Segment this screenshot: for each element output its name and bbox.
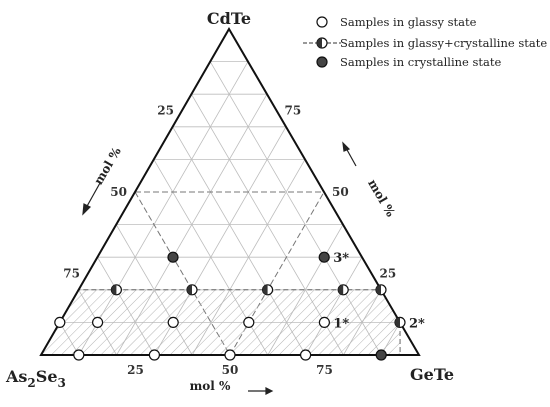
legend-mixed-marker bbox=[316, 37, 328, 49]
vertex-label-cdte: CdTe bbox=[207, 9, 251, 28]
sample-point-crystalline bbox=[167, 251, 179, 263]
sample-point-glassy bbox=[318, 316, 330, 328]
sample-point-glassy bbox=[73, 349, 85, 361]
sample-point-mixed bbox=[375, 284, 387, 296]
vertex-label-gete: GeTe bbox=[410, 365, 454, 384]
sample-point-crystalline bbox=[375, 349, 387, 361]
tick-labels: 25 50 75 75 50 25 25 50 75 bbox=[63, 104, 396, 378]
sample-point-mixed bbox=[110, 284, 123, 296]
legend-crystalline-label: Samples in crystalline state bbox=[340, 55, 501, 69]
sample-point-mixed bbox=[394, 316, 406, 328]
sample-point-glassy bbox=[54, 316, 66, 328]
arrow-bottom-axis bbox=[248, 387, 274, 395]
sample-point-glassy bbox=[224, 349, 236, 361]
sample-point-mixed bbox=[262, 284, 274, 296]
legend-glassy-label: Samples in glassy state bbox=[340, 15, 477, 29]
sample-point-crystalline bbox=[318, 251, 330, 263]
tick-label-bottom: 50 bbox=[222, 363, 239, 377]
sample-point-glassy bbox=[243, 316, 255, 328]
tick-label-left: 50 bbox=[110, 185, 127, 199]
sample-label: 1* bbox=[333, 316, 349, 331]
sample-labels: 1* 2* 3* bbox=[333, 251, 425, 331]
sample-point-glassy bbox=[148, 349, 160, 361]
sample-point-mixed bbox=[337, 284, 349, 296]
arrow-right-axis bbox=[342, 141, 357, 167]
legend-glassy-marker bbox=[316, 16, 328, 28]
tick-label-bottom: 25 bbox=[127, 363, 144, 377]
axis-label-left: mol % bbox=[91, 144, 124, 187]
sample-point-glassy bbox=[91, 316, 104, 328]
tick-label-left: 25 bbox=[157, 104, 174, 118]
tick-label-right: 25 bbox=[380, 267, 397, 281]
tick-label-bottom: 75 bbox=[316, 363, 333, 377]
sample-label: 3* bbox=[333, 251, 349, 266]
axis-label-right: mol % bbox=[365, 177, 398, 220]
sample-points bbox=[54, 251, 406, 361]
legend: Samples in glassy state Samples in glass… bbox=[303, 15, 547, 69]
sample-point-mixed bbox=[186, 284, 198, 296]
legend-mixed-label: Samples in glassy+crystalline state bbox=[340, 36, 547, 50]
tick-label-right: 50 bbox=[332, 185, 349, 199]
tick-label-left: 75 bbox=[63, 267, 80, 281]
sample-point-glassy bbox=[300, 349, 312, 361]
tick-label-right: 75 bbox=[285, 104, 302, 118]
axis-label-bottom: mol % bbox=[190, 379, 231, 393]
legend-crystalline-marker bbox=[316, 56, 328, 68]
sample-point-glassy bbox=[167, 316, 179, 328]
arrow-left-axis bbox=[82, 182, 101, 216]
sample-label: 2* bbox=[409, 316, 425, 331]
vertex-label-as2se3: As2Se3 bbox=[5, 367, 66, 390]
